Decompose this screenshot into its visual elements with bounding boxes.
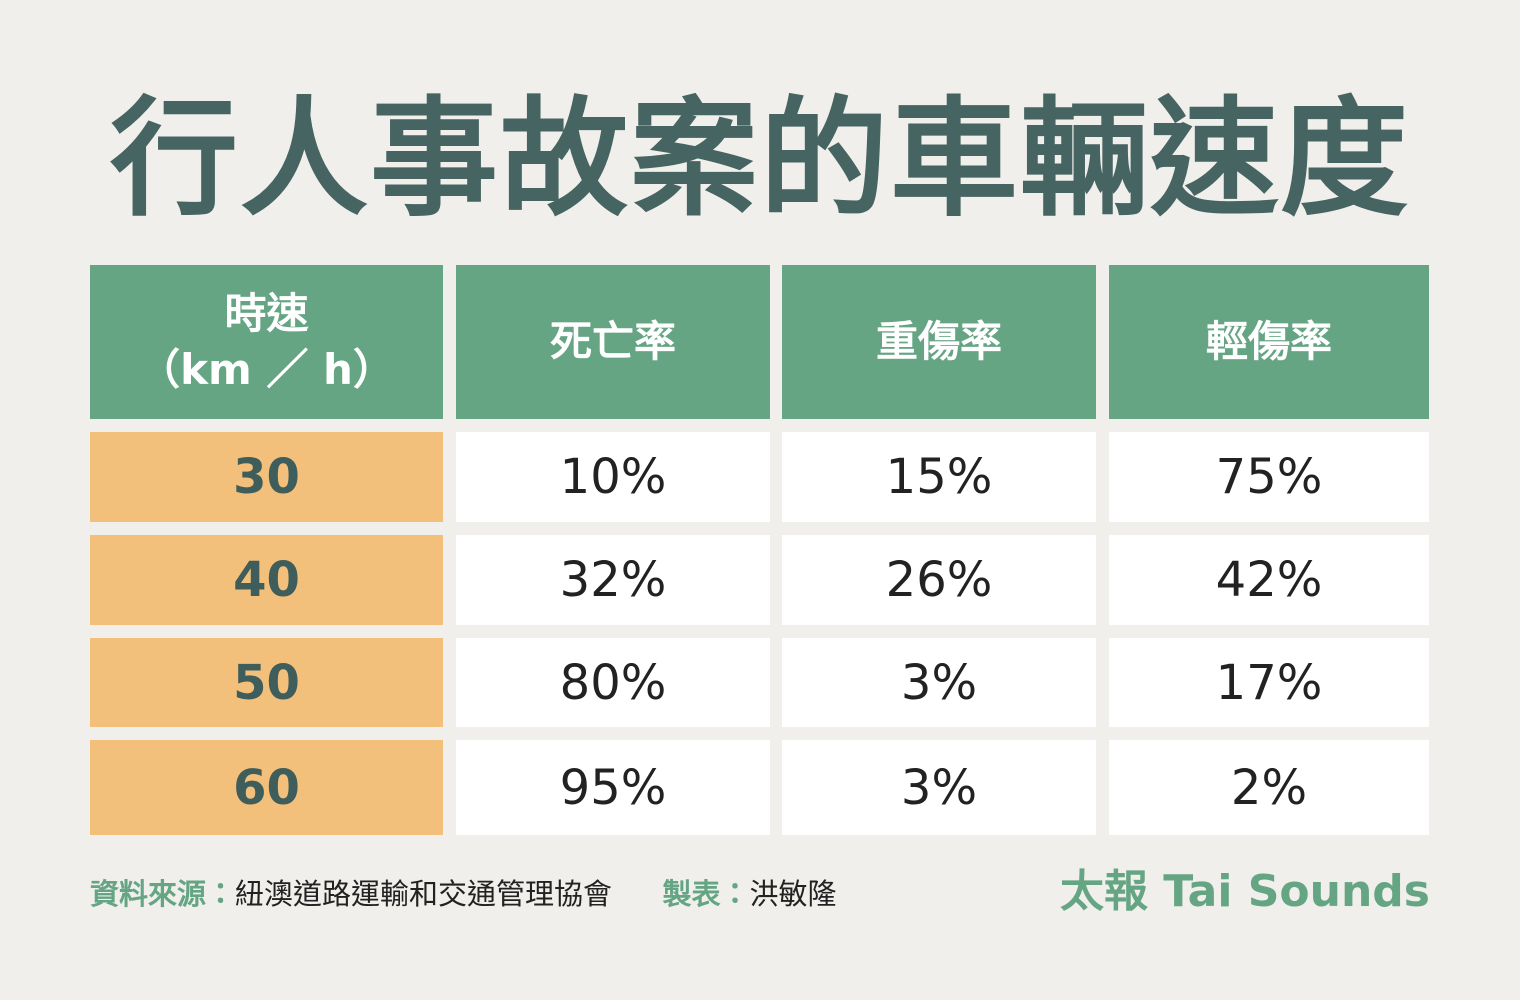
- maker: 洪敏隆: [749, 877, 837, 911]
- rate-cell: 3%: [782, 740, 1096, 835]
- speed-cell: 60: [90, 740, 443, 835]
- header-cell: 死亡率: [456, 265, 770, 419]
- source: 紐澳道路運輸和交通管理協會: [235, 877, 613, 911]
- header-text: 時速: [224, 289, 309, 338]
- header-cell: 重傷率: [782, 265, 1096, 419]
- header-text: 輕傷率: [1205, 317, 1332, 366]
- header-text: （km ／ h）: [138, 345, 395, 394]
- rate-cell: 80%: [456, 638, 770, 727]
- header-cell: 輕傷率: [1109, 265, 1429, 419]
- maker-label: 製表：: [662, 877, 750, 911]
- rate-cell: 2%: [1109, 740, 1429, 835]
- header-text: 重傷率: [875, 317, 1002, 366]
- header-text: 死亡率: [549, 317, 676, 366]
- rate-cell: 95%: [456, 740, 770, 835]
- rate-cell: 3%: [782, 638, 1096, 727]
- source-label: 資料來源：: [90, 877, 236, 911]
- brand: 太報 Tai Sounds: [1059, 866, 1430, 917]
- title: 行人事故案的車輛速度: [109, 85, 1410, 234]
- speed-cell: 50: [90, 638, 443, 727]
- speed-cell: 30: [90, 432, 443, 522]
- rate-cell: 32%: [456, 535, 770, 625]
- rate-cell: 75%: [1109, 432, 1429, 522]
- footer-source: 資料來源：紐澳道路運輸和交通管理協會 製表：洪敏隆: [90, 872, 837, 916]
- rate-cell: 26%: [782, 535, 1096, 625]
- header-cell: 時速 （km ／ h）: [90, 265, 443, 419]
- rate-cell: 17%: [1109, 638, 1429, 727]
- speed-cell: 40: [90, 535, 443, 625]
- rate-cell: 15%: [782, 432, 1096, 522]
- rate-cell: 10%: [456, 432, 770, 522]
- rate-cell: 42%: [1109, 535, 1429, 625]
